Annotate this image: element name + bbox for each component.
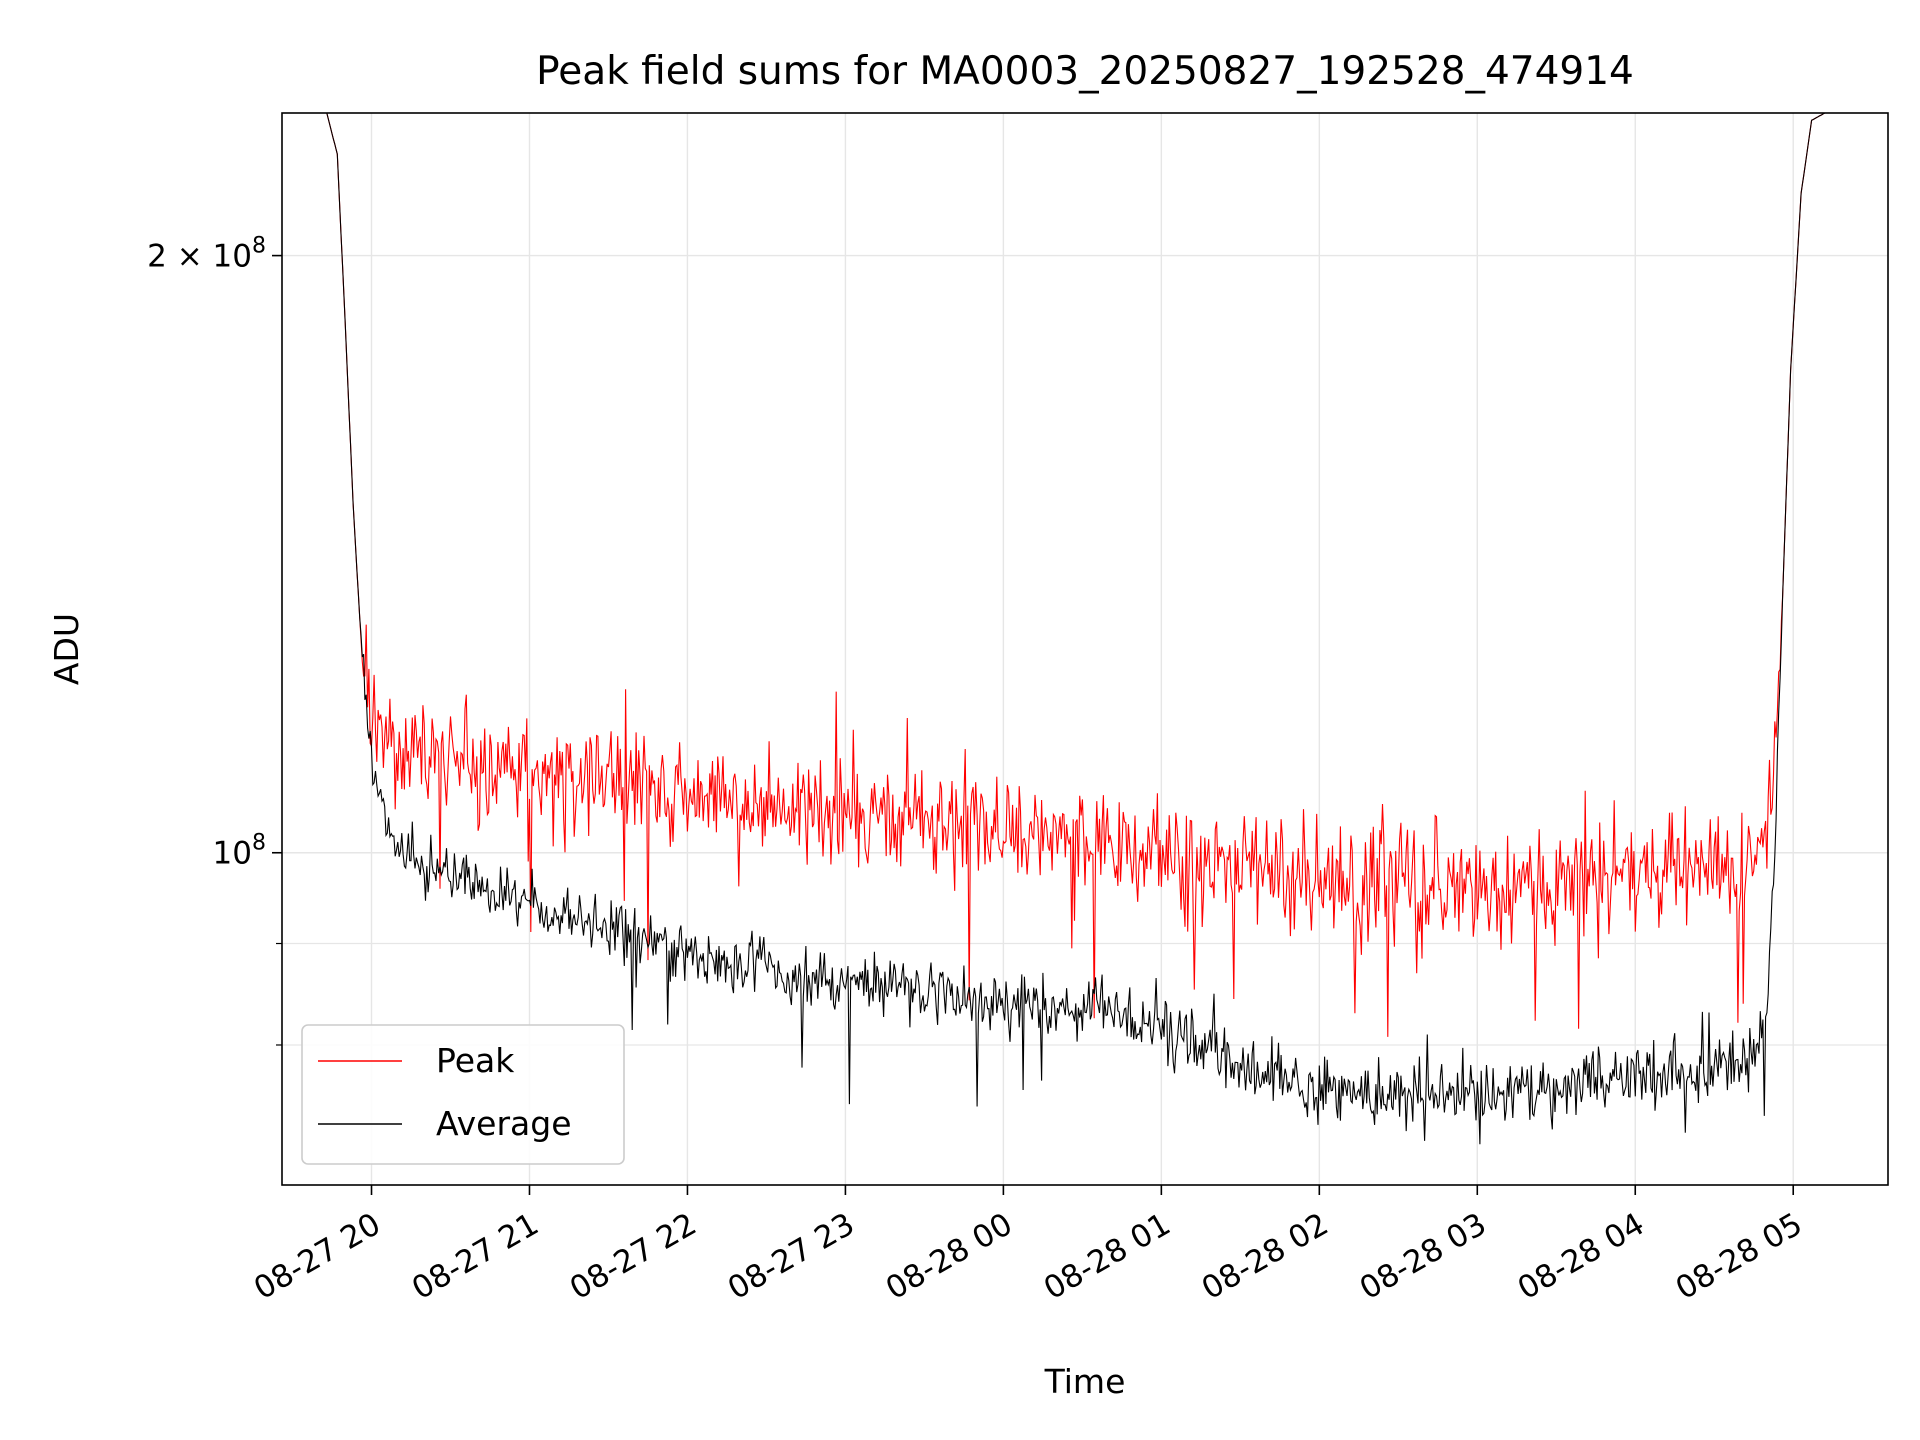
series-line-average xyxy=(282,113,1888,1145)
legend-label: Average xyxy=(436,1104,572,1143)
series-layer xyxy=(282,113,1888,1145)
y-tick-label: 2 × 108 xyxy=(147,234,266,275)
legend-label: Peak xyxy=(436,1041,515,1080)
legend: Peak Average xyxy=(301,1024,625,1165)
legend-box xyxy=(301,1024,625,1165)
series-line-peak xyxy=(282,113,1888,1037)
plot-frame xyxy=(281,112,1889,1186)
chart-title: Peak field sums for MA0003_20250827_1925… xyxy=(536,49,1634,94)
x-axis-label: Time xyxy=(1044,1362,1126,1401)
y-tick-label: 108 xyxy=(213,831,266,872)
y-axis-label: ADU xyxy=(47,613,86,685)
